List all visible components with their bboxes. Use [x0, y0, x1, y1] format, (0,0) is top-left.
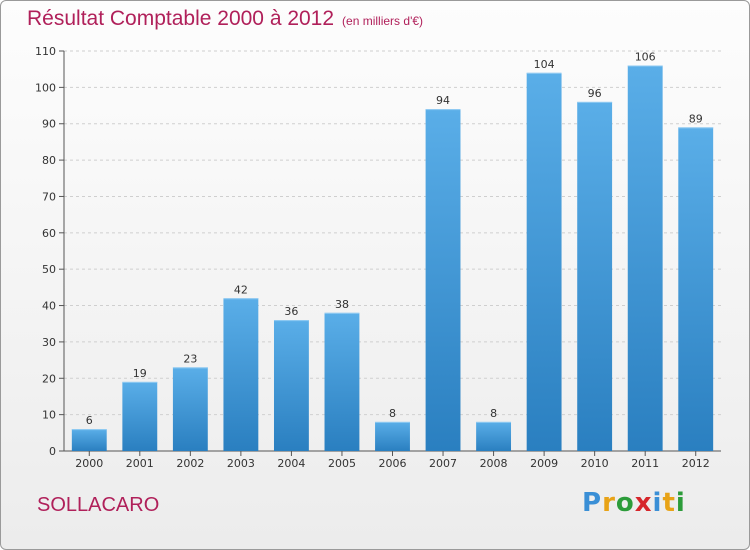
y-tick-label: 50 [42, 263, 56, 276]
value-label-2002: 23 [183, 352, 197, 365]
logo-letter: i [675, 488, 686, 518]
value-label-2008: 8 [490, 407, 497, 420]
y-tick-label: 0 [49, 445, 56, 458]
value-label-2006: 8 [389, 407, 396, 420]
y-tick-label: 90 [42, 118, 56, 131]
logo-letter: i [652, 488, 663, 518]
bar-2001 [122, 381, 158, 451]
value-label-2005: 38 [335, 298, 349, 311]
y-tick-label: 60 [42, 227, 56, 240]
logo-letter: P [582, 488, 603, 518]
bar-2011 [627, 65, 663, 451]
chart-subtitle: (en milliers d'€) [342, 14, 424, 28]
gridlines [64, 50, 721, 416]
logo-letter: o [615, 488, 635, 518]
proxiti-logo[interactable]: Proxiti [582, 488, 686, 518]
value-label-2012: 89 [689, 112, 703, 125]
bar-2003 [223, 298, 259, 451]
bar-2008 [476, 421, 512, 451]
commune-name: SOLLACARO [37, 494, 160, 516]
x-tick-label-2012: 2012 [682, 457, 710, 470]
value-label-2011: 106 [635, 51, 656, 64]
value-label-2001: 19 [133, 367, 147, 380]
x-tick-label-2004: 2004 [277, 457, 305, 470]
value-label-2009: 104 [534, 58, 555, 71]
y-tick-label: 100 [35, 81, 56, 94]
bar-2006 [375, 421, 410, 451]
x-tick-label-2003: 2003 [227, 457, 255, 470]
y-tick-label: 20 [42, 372, 56, 385]
y-tick-label: 40 [42, 300, 56, 313]
y-tick-label: 110 [35, 45, 56, 58]
x-tick-label-2011: 2011 [631, 457, 659, 470]
bar-2002 [172, 367, 208, 451]
chart-title: Résultat Comptable 2000 à 2012 (en millie… [27, 7, 423, 31]
title-text: Résultat Comptable 2000 à 2012 [27, 7, 335, 30]
bar-2005 [324, 312, 360, 451]
logo-letter: t [662, 488, 676, 518]
y-tick-label: 10 [42, 409, 56, 422]
bar-2007 [425, 109, 461, 451]
x-tick-label-2009: 2009 [530, 457, 558, 470]
axes: 0 10 20 30 40 50 60 70 80 90 100 110 2000 2001 2002 200… [35, 45, 721, 470]
logo-letter: r [602, 488, 616, 518]
x-tick-label-2010: 2010 [581, 457, 609, 470]
x-tick-label-2006: 2006 [379, 457, 407, 470]
x-tick-label-2005: 2005 [328, 457, 356, 470]
value-label-2007: 94 [436, 94, 450, 107]
x-tick-label-2000: 2000 [75, 457, 103, 470]
bar-2010 [577, 101, 613, 451]
value-label-2010: 96 [588, 87, 602, 100]
bar-2004 [273, 320, 309, 451]
x-tick-label-2001: 2001 [126, 457, 154, 470]
y-tick-label: 70 [42, 190, 56, 203]
bar-2009 [526, 72, 562, 452]
x-tick-label-2002: 2002 [176, 457, 204, 470]
labels: 6 19 23 42 36 38 8 94 8 104 96 106 89 [86, 51, 703, 428]
x-tick-label-2008: 2008 [480, 457, 508, 470]
bar-2000 [71, 429, 107, 451]
value-label-2003: 42 [234, 283, 248, 296]
y-tick-label: 30 [42, 336, 56, 349]
y-tick-label: 80 [42, 154, 56, 167]
bars [71, 65, 714, 452]
value-label-2000: 6 [86, 414, 93, 427]
logo-letter: x [634, 488, 653, 518]
bar-2012 [678, 127, 714, 451]
x-tick-label-2007: 2007 [429, 457, 457, 470]
value-label-2004: 36 [284, 305, 298, 318]
